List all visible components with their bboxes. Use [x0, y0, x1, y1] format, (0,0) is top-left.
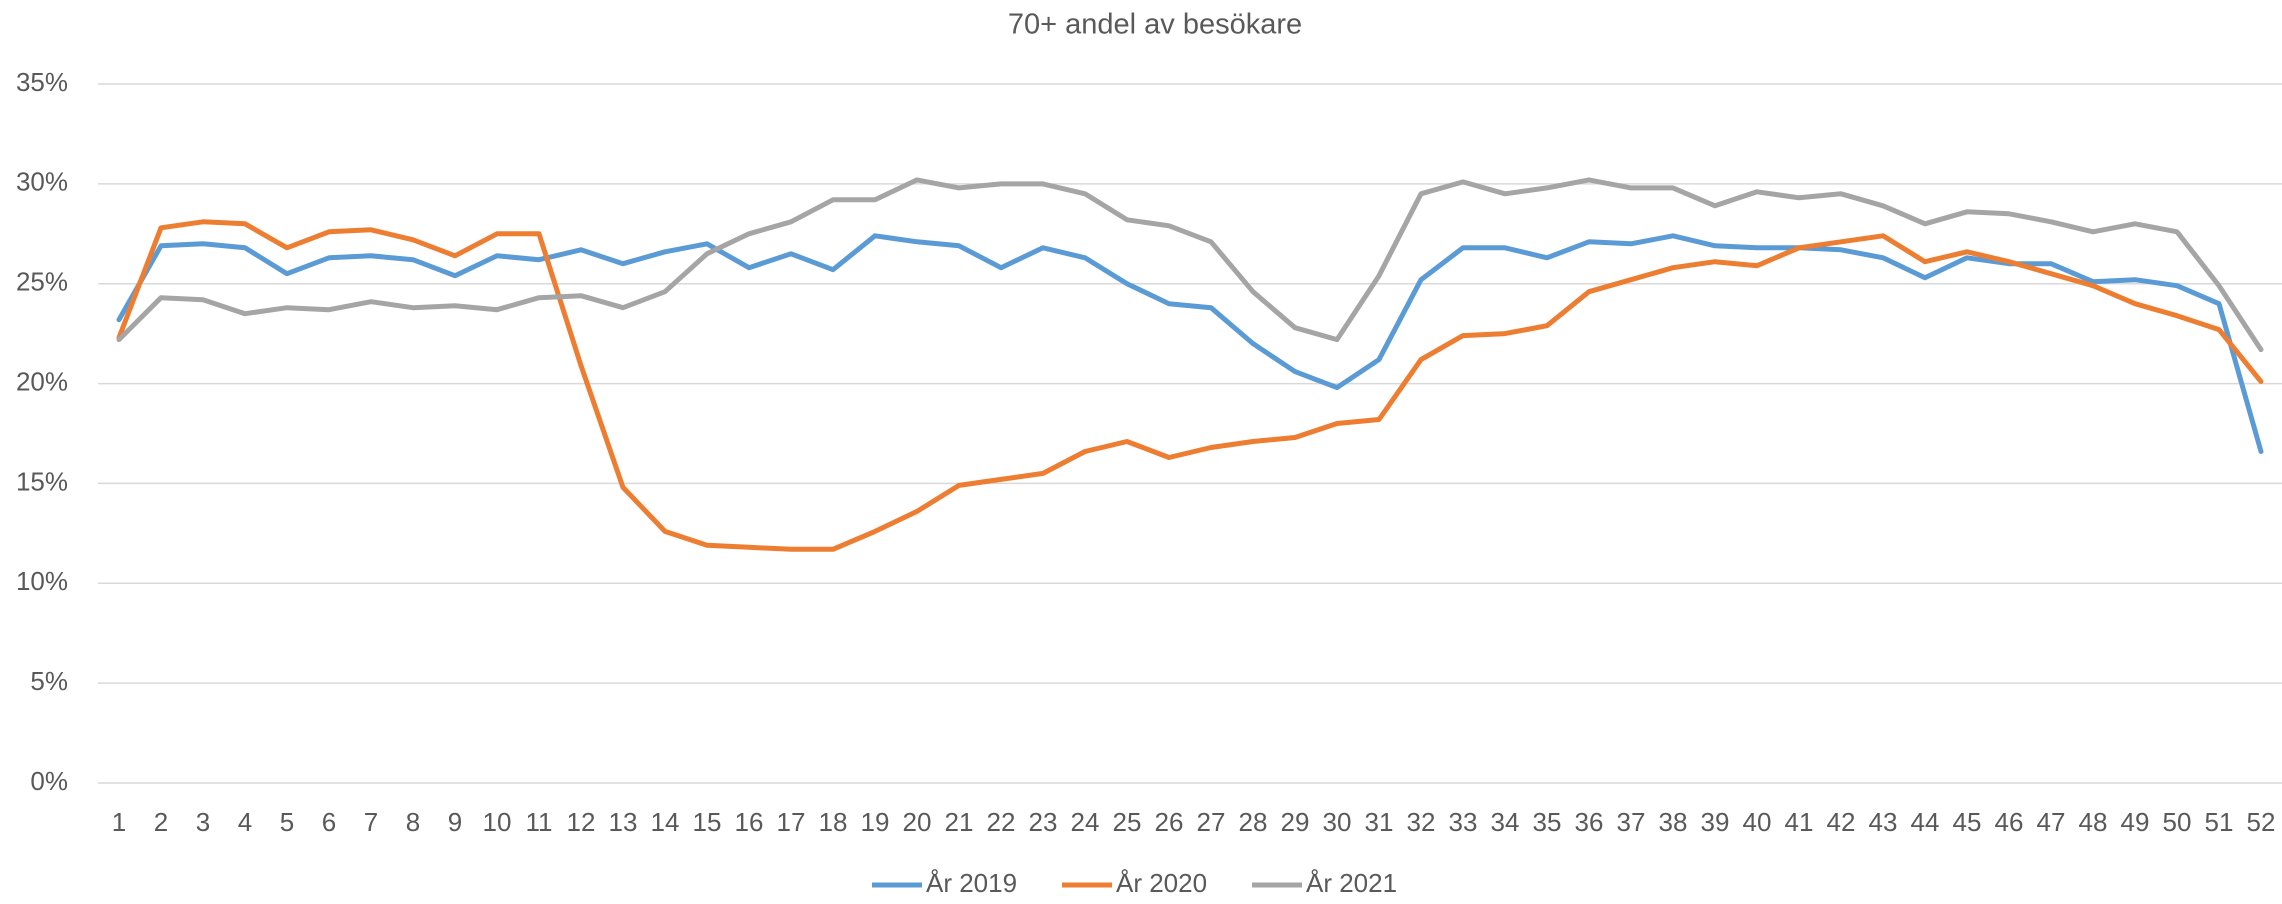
x-tick-label: 45 [1953, 807, 1982, 837]
x-tick-label: 52 [2247, 807, 2276, 837]
x-tick-label: 5 [280, 807, 294, 837]
x-tick-label: 43 [1869, 807, 1898, 837]
x-tick-label: 22 [987, 807, 1016, 837]
x-tick-label: 35 [1533, 807, 1562, 837]
x-tick-label: 7 [364, 807, 378, 837]
x-tick-label: 49 [2121, 807, 2150, 837]
x-tick-label: 27 [1197, 807, 1226, 837]
x-tick-label: 25 [1113, 807, 1142, 837]
x-tick-label: 19 [861, 807, 890, 837]
x-tick-label: 14 [651, 807, 680, 837]
x-tick-label: 4 [238, 807, 252, 837]
x-tick-label: 23 [1029, 807, 1058, 837]
y-tick-label: 15% [16, 466, 68, 496]
y-tick-label: 0% [30, 766, 68, 796]
x-tick-label: 3 [196, 807, 210, 837]
x-tick-label: 47 [2037, 807, 2066, 837]
x-tick-label: 44 [1911, 807, 1940, 837]
x-tick-label: 17 [777, 807, 806, 837]
x-tick-label: 12 [567, 807, 596, 837]
x-tick-label: 6 [322, 807, 336, 837]
x-tick-label: 20 [903, 807, 932, 837]
series-line [116, 233, 2264, 454]
x-tick-label: 51 [2205, 807, 2234, 837]
x-tick-label: 29 [1281, 807, 1310, 837]
x-tick-label: 10 [483, 807, 512, 837]
x-tick-label: 38 [1659, 807, 1688, 837]
x-tick-label: 21 [945, 807, 974, 837]
x-tick-label: 9 [448, 807, 462, 837]
legend-label: År 2020 [1116, 868, 1207, 898]
x-tick-label: 24 [1071, 807, 1100, 837]
x-tick-label: 31 [1365, 807, 1394, 837]
x-tick-label: 13 [609, 807, 638, 837]
x-tick-label: 39 [1701, 807, 1730, 837]
x-tick-label: 30 [1323, 807, 1352, 837]
x-tick-label: 46 [1995, 807, 2024, 837]
x-tick-label: 26 [1155, 807, 1184, 837]
x-tick-label: 32 [1407, 807, 1436, 837]
x-tick-label: 8 [406, 807, 420, 837]
x-tick-label: 40 [1743, 807, 1772, 837]
x-tick-label: 2 [154, 807, 168, 837]
x-tick-label: 41 [1785, 807, 1814, 837]
y-tick-label: 20% [16, 366, 68, 396]
legend-label: År 2021 [1306, 868, 1397, 898]
x-tick-label: 11 [526, 807, 553, 837]
chart-title: 70+ andel av besökare [1008, 9, 1302, 41]
x-tick-label: 50 [2163, 807, 2192, 837]
y-tick-label: 25% [16, 267, 68, 297]
y-tick-label: 35% [16, 67, 68, 97]
x-tick-label: 37 [1617, 807, 1646, 837]
x-tick-label: 48 [2079, 807, 2108, 837]
legend-label: År 2019 [926, 868, 1017, 898]
series-line [116, 177, 2264, 353]
y-tick-label: 30% [16, 167, 68, 197]
x-tick-label: 42 [1827, 807, 1856, 837]
x-tick-label: 36 [1575, 807, 1604, 837]
series-line [116, 219, 2264, 552]
x-tick-label: 18 [819, 807, 848, 837]
x-tick-label: 34 [1491, 807, 1520, 837]
x-tick-label: 15 [693, 807, 722, 837]
y-tick-label: 10% [16, 566, 68, 596]
x-tick-label: 28 [1239, 807, 1268, 837]
x-tick-label: 1 [112, 807, 126, 837]
x-tick-label: 33 [1449, 807, 1478, 837]
x-tick-label: 16 [735, 807, 764, 837]
y-tick-label: 5% [30, 666, 68, 696]
